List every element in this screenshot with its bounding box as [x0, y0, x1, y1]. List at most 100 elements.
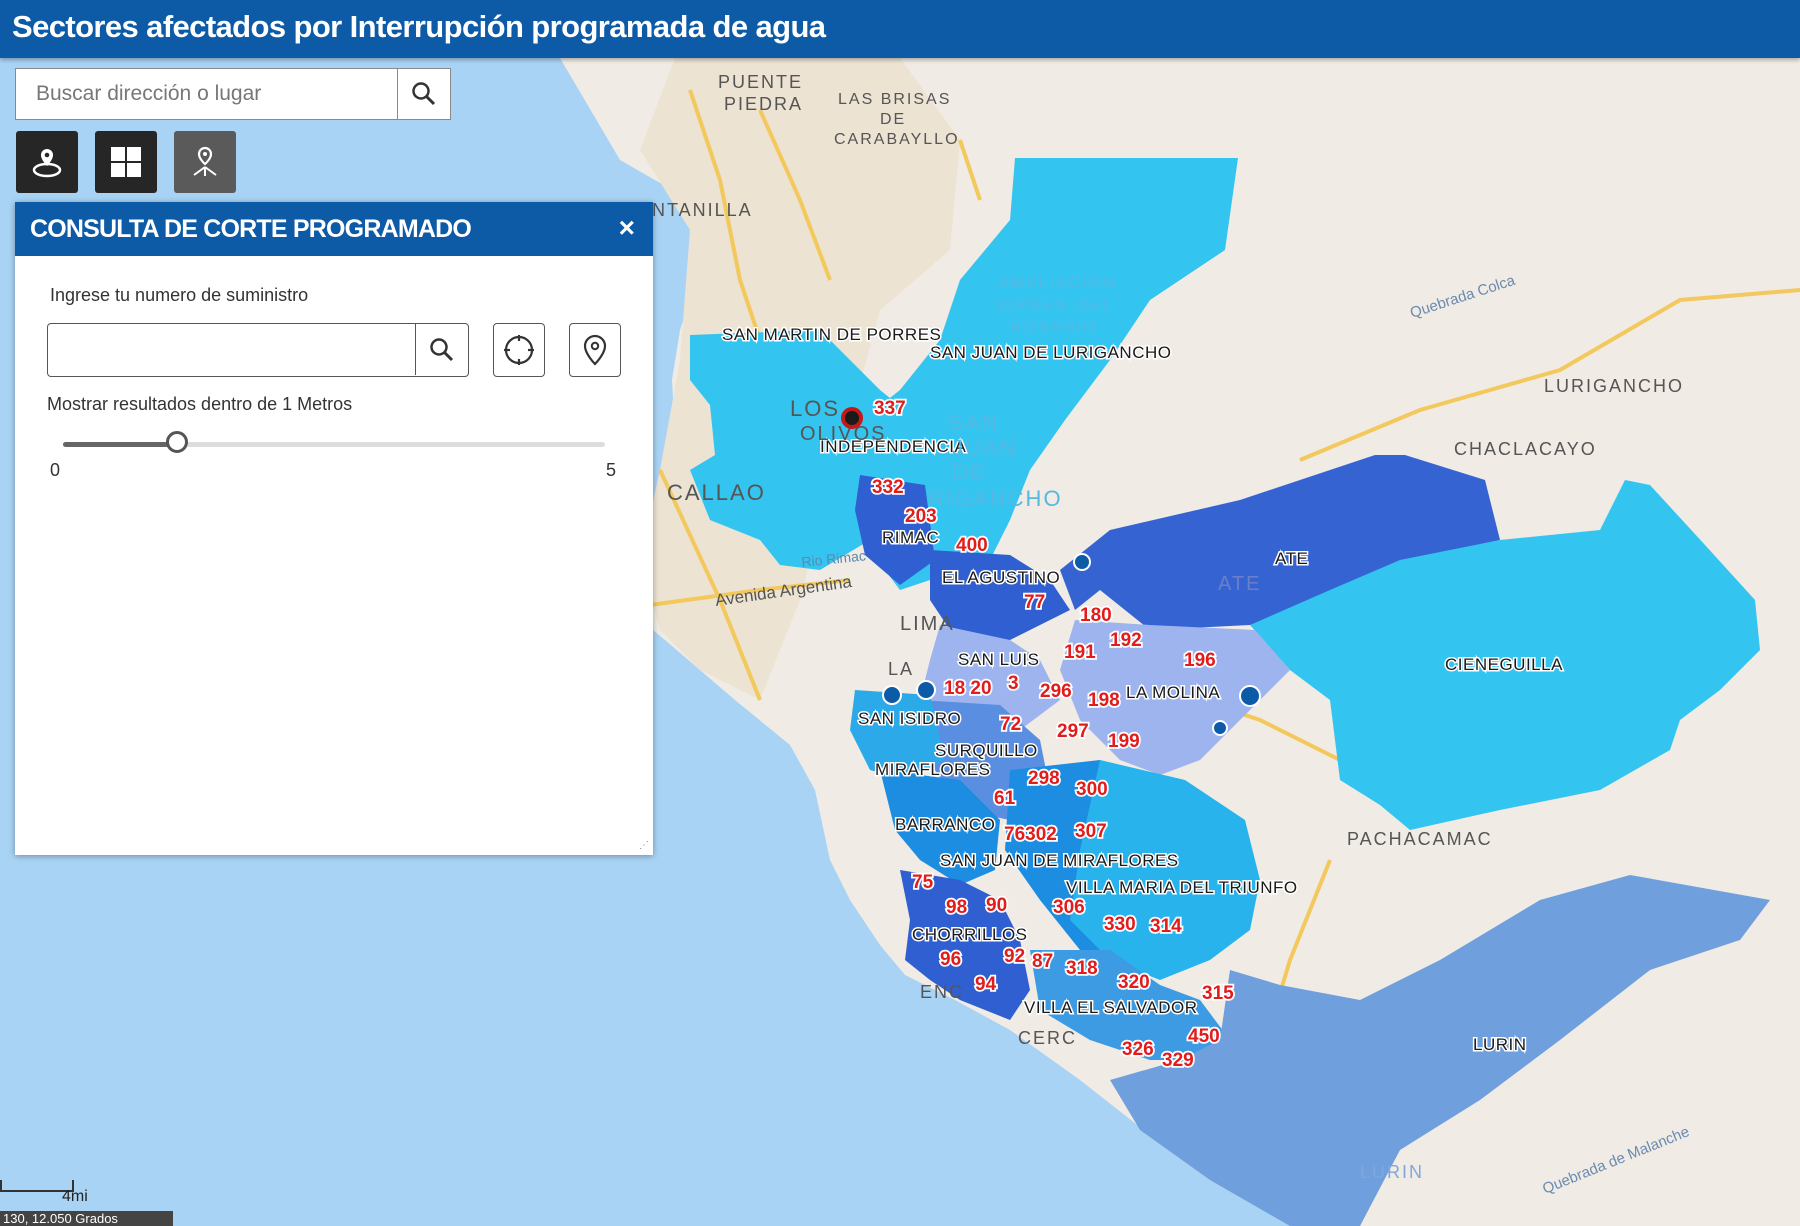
interruption-id: 199: [1108, 731, 1140, 752]
place-label: OLIVOS: [800, 423, 886, 445]
place-label: NTANILLA: [652, 200, 753, 220]
interruption-id: 61: [994, 788, 1016, 809]
district-label: VILLA EL SALVADOR: [1024, 998, 1198, 1017]
interruption-id: 306: [1053, 897, 1085, 918]
district-label: RIMAC: [882, 528, 939, 547]
address-search-button[interactable]: [397, 69, 450, 119]
close-icon[interactable]: ×: [618, 212, 635, 243]
panel-title: CONSULTA DE CORTE PROGRAMADO: [30, 215, 472, 243]
radius-slider-fill: [63, 442, 179, 447]
interruption-id: 96: [940, 949, 961, 970]
interruption-id: 72: [1000, 714, 1021, 735]
place-label: CERC: [1018, 1028, 1077, 1048]
radius-slider-handle[interactable]: [166, 431, 188, 453]
district-label: INDEPENDENCIA: [820, 437, 966, 456]
interruption-id: 400: [956, 535, 988, 556]
interruption-id: 198: [1088, 690, 1120, 711]
zone-lurin[interactable]: [1110, 875, 1770, 1226]
place-label: RIGANCHO: [928, 486, 1063, 511]
app-header: Sectores afectados por Interrupción prog…: [0, 0, 1800, 58]
slider-max-label: 5: [606, 460, 617, 480]
map-view[interactable]: SAN MARTIN DE PORRES SAN JUAN DE LURIGAN…: [0, 58, 1800, 1226]
resize-handle-icon[interactable]: ⋰: [639, 840, 649, 851]
interruption-id: 318: [1066, 958, 1098, 979]
zone-ate[interactable]: [1060, 455, 1500, 630]
zone-la-molina[interactable]: [1060, 620, 1290, 775]
radius-slider-track[interactable]: [63, 442, 605, 447]
zone-san-luis[interactable]: [920, 625, 1060, 770]
district-label: CIENEGUILLA: [1445, 655, 1563, 674]
supply-number-input[interactable]: [48, 324, 418, 375]
place-label: ENC: [920, 982, 964, 1002]
road-label: Rio Rimac: [801, 547, 867, 570]
basemap-gallery-button[interactable]: [95, 131, 157, 193]
district-label: SAN JUAN DE LURIGANCHO: [930, 343, 1171, 362]
locate-me-button[interactable]: [493, 323, 545, 377]
interruption-id: 3: [1008, 673, 1019, 694]
interruption-id: 18 20: [944, 678, 992, 699]
zone-chorrillos[interactable]: [900, 870, 1030, 1020]
interruption-id: 77: [1024, 592, 1045, 613]
place-label: LIMA: [900, 613, 955, 635]
district-label: VILLA MARIA DEL TRIUNFO: [1066, 878, 1298, 897]
grid-basemap-icon: [111, 147, 141, 177]
district-label: ATE: [1275, 549, 1308, 568]
coordinate-readout: 130, 12.050 Grados: [0, 1211, 173, 1226]
place-label: LURIN: [1360, 1162, 1424, 1182]
district-label: LA MOLINA: [1126, 683, 1220, 702]
supply-search-button[interactable]: [415, 324, 468, 375]
interruption-id: 450: [1188, 1026, 1220, 1047]
district-label: SURQUILLO: [935, 741, 1038, 760]
interruption-id: 296: [1040, 681, 1072, 702]
interruption-id: 330: [1104, 914, 1136, 935]
interruption-id: 298: [1028, 768, 1060, 789]
district-label: SAN LUIS: [958, 650, 1039, 669]
map-markers[interactable]: [841, 407, 1261, 736]
interruption-id: 87: [1032, 951, 1053, 972]
zone-cieneguilla[interactable]: [1250, 480, 1760, 830]
district-label: PACHACAMAC: [1347, 829, 1493, 849]
address-search: [15, 68, 451, 120]
map-canvas[interactable]: SAN MARTIN DE PORRES SAN JUAN DE LURIGAN…: [0, 58, 1800, 1226]
place-label: PUENTE: [718, 72, 803, 92]
place-label: LAS BRISAS: [838, 91, 951, 108]
zone-el-agustino[interactable]: [930, 550, 1070, 645]
nearby-tool-button[interactable]: [174, 131, 236, 193]
interruption-id: 94: [975, 974, 997, 995]
place-label: LA: [888, 659, 914, 679]
map-marker-icon: [1073, 553, 1091, 571]
interruption-id: 314: [1150, 916, 1182, 937]
interruption-id: 75: [912, 872, 934, 893]
interruption-id: 98: [946, 897, 967, 918]
zone-rimac[interactable]: [855, 475, 935, 585]
interruption-id: 192: [1110, 630, 1142, 651]
location-tool-button[interactable]: [16, 131, 78, 193]
interruption-id: 203: [905, 506, 937, 527]
interruption-id: 180: [1080, 605, 1112, 626]
zone-san-isidro[interactable]: [850, 690, 945, 780]
place-label: ATE: [1218, 573, 1261, 595]
interruption-id: 90: [986, 895, 1007, 916]
interruption-id: 76302: [1004, 824, 1057, 845]
supply-number-label: Ingrese tu numero de suministro: [50, 285, 309, 305]
interruption-labels[interactable]: 337 332 203 400 77 180 192 191 196 18 20…: [870, 396, 1236, 1073]
place-label: LOS: [790, 396, 840, 421]
zone-san-juan-de-lurigancho[interactable]: [810, 158, 1238, 590]
panel-header: CONSULTA DE CORTE PROGRAMADO ×: [15, 202, 653, 256]
district-label: LURIN: [1473, 1035, 1527, 1054]
place-label: ROSARIO: [1010, 319, 1098, 336]
address-search-input[interactable]: [16, 69, 399, 119]
pick-location-button[interactable]: [569, 323, 621, 377]
zone-miraflores[interactable]: [880, 770, 1000, 885]
district-label: SAN ISIDRO: [858, 709, 961, 728]
map-pin-icon: [583, 334, 607, 366]
interruption-id: 332: [872, 477, 904, 498]
crosshair-icon: [504, 335, 534, 365]
place-label: VIRGEN DEL: [996, 297, 1113, 314]
map-marker-icon: [841, 407, 863, 429]
zone-villa-maria-del-triunfo[interactable]: [1070, 760, 1260, 980]
place-label: CARABAYLLO: [834, 131, 960, 148]
interruption-id: 320: [1118, 972, 1150, 993]
zone-villa-el-salvador[interactable]: [1030, 950, 1230, 1060]
scheduled-cut-panel: CONSULTA DE CORTE PROGRAMADO × Ingrese t…: [15, 202, 653, 855]
